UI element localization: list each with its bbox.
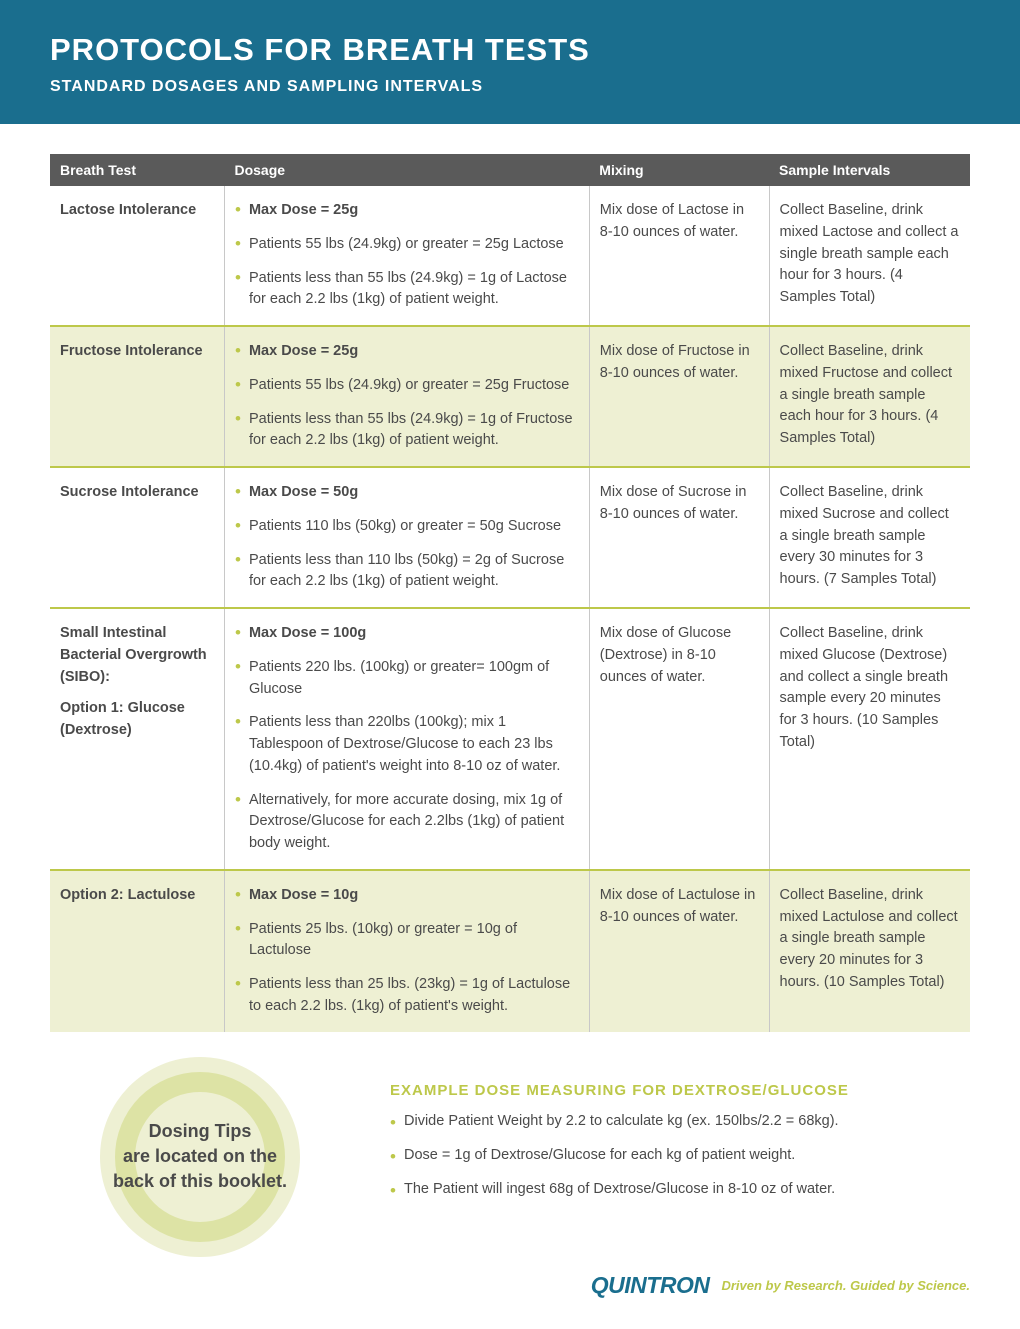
dosage-list: Max Dose = 100g Patients 220 lbs. (100kg)…: [235, 623, 579, 855]
cell-mixing: Mix dose of Lactose in 8-10 ounces of wa…: [589, 186, 769, 326]
col-breath-test: Breath Test: [50, 154, 224, 186]
cell-test-name: Sucrose Intolerance: [50, 467, 224, 608]
tips-line3: back of this booklet.: [113, 1171, 287, 1191]
dosage-list: Max Dose = 50g Patients 110 lbs (50kg) or…: [235, 482, 579, 593]
brand-name: QUINTRON: [591, 1272, 710, 1299]
col-mixing: Mixing: [589, 154, 769, 186]
cell-mixing: Mix dose of Fructose in 8-10 ounces of w…: [589, 326, 769, 467]
cell-test-name: Small Intestinal Bacterial Overgrowth (S…: [50, 608, 224, 870]
cell-intervals: Collect Baseline, drink mixed Glucose (D…: [769, 608, 970, 870]
example-item: Dose = 1g of Dextrose/Glucose for each k…: [390, 1145, 970, 1165]
dosage-item: Patients 25 lbs. (10kg) or greater = 10g…: [235, 919, 579, 963]
example-item: The Patient will ingest 68g of Dextrose/…: [390, 1179, 970, 1199]
cell-test-name: Option 2: Lactulose: [50, 870, 224, 1032]
page-subtitle: STANDARD DOSAGES AND SAMPLING INTERVALS: [50, 78, 970, 96]
cell-dosage: Max Dose = 50g Patients 110 lbs (50kg) or…: [224, 467, 589, 608]
example-heading: EXAMPLE DOSE MEASURING FOR DEXTROSE/GLUC…: [390, 1082, 970, 1099]
dosage-item: Patients less than 55 lbs (24.9kg) = 1g …: [235, 268, 579, 312]
cell-dosage: Max Dose = 100g Patients 220 lbs. (100kg)…: [224, 608, 589, 870]
cell-mixing: Mix dose of Sucrose in 8-10 ounces of wa…: [589, 467, 769, 608]
protocols-table: Breath Test Dosage Mixing Sample Interva…: [50, 154, 970, 1032]
brand-tagline: Driven by Research. Guided by Science.: [721, 1278, 970, 1293]
cell-test-name: Fructose Intolerance: [50, 326, 224, 467]
dosage-list: Max Dose = 25g Patients 55 lbs (24.9kg) o…: [235, 341, 579, 452]
dosage-item: Alternatively, for more accurate dosing,…: [235, 790, 579, 855]
table-row: Sucrose Intolerance Max Dose = 50g Patient…: [50, 467, 970, 608]
cell-dosage: Max Dose = 10g Patients 25 lbs. (10kg) or…: [224, 870, 589, 1032]
col-intervals: Sample Intervals: [769, 154, 970, 186]
page-title: PROTOCOLS FOR BREATH TESTS: [50, 32, 970, 68]
table-row: Lactose Intolerance Max Dose = 25g Patient…: [50, 186, 970, 326]
cell-intervals: Collect Baseline, drink mixed Lactulose …: [769, 870, 970, 1032]
table-row: Small Intestinal Bacterial Overgrowth (S…: [50, 608, 970, 870]
cell-intervals: Collect Baseline, drink mixed Sucrose an…: [769, 467, 970, 608]
bottom-section: Dosing Tips are located on the back of t…: [0, 1052, 1020, 1252]
dosage-item: Patients less than 55 lbs (24.9kg) = 1g …: [235, 409, 579, 453]
table-row: Fructose Intolerance Max Dose = 25g Patien…: [50, 326, 970, 467]
dosage-item: Max Dose = 50g: [235, 482, 579, 504]
dosage-item: Patients less than 110 lbs (50kg) = 2g o…: [235, 550, 579, 594]
table-row: Option 2: Lactulose Max Dose = 10g Patient…: [50, 870, 970, 1032]
col-dosage: Dosage: [224, 154, 589, 186]
dosage-item: Patients 220 lbs. (100kg) or greater= 10…: [235, 657, 579, 701]
example-section: EXAMPLE DOSE MEASURING FOR DEXTROSE/GLUC…: [390, 1082, 970, 1214]
content-area: Breath Test Dosage Mixing Sample Interva…: [0, 124, 1020, 1052]
test-sub-label: Option 1: Glucose (Dextrose): [60, 698, 214, 742]
dosage-item: Max Dose = 25g: [235, 341, 579, 363]
cell-test-name: Lactose Intolerance: [50, 186, 224, 326]
dosage-item: Max Dose = 25g: [235, 200, 579, 222]
table-header-row: Breath Test Dosage Mixing Sample Interva…: [50, 154, 970, 186]
tips-line2: are located on the: [123, 1146, 277, 1166]
dosing-tips-badge: Dosing Tips are located on the back of t…: [50, 1082, 350, 1232]
brand-logo: QUINTRON Driven by Research. Guided by S…: [591, 1272, 970, 1299]
example-item: Divide Patient Weight by 2.2 to calculat…: [390, 1111, 970, 1131]
dosage-item: Max Dose = 100g: [235, 623, 579, 645]
cell-intervals: Collect Baseline, drink mixed Fructose a…: [769, 326, 970, 467]
cell-mixing: Mix dose of Lactulose in 8-10 ounces of …: [589, 870, 769, 1032]
cell-dosage: Max Dose = 25g Patients 55 lbs (24.9kg) o…: [224, 186, 589, 326]
example-list: Divide Patient Weight by 2.2 to calculat…: [390, 1111, 970, 1200]
cell-dosage: Max Dose = 25g Patients 55 lbs (24.9kg) o…: [224, 326, 589, 467]
dosage-item: Patients 110 lbs (50kg) or greater = 50g…: [235, 516, 579, 538]
tips-line1: Dosing Tips: [149, 1121, 252, 1141]
tips-text: Dosing Tips are located on the back of t…: [113, 1119, 287, 1195]
cell-intervals: Collect Baseline, drink mixed Lactose an…: [769, 186, 970, 326]
dosage-item: Patients less than 25 lbs. (23kg) = 1g o…: [235, 974, 579, 1018]
header-banner: PROTOCOLS FOR BREATH TESTS STANDARD DOSA…: [0, 0, 1020, 124]
dosage-item: Patients 55 lbs (24.9kg) or greater = 25…: [235, 234, 579, 256]
dosage-list: Max Dose = 10g Patients 25 lbs. (10kg) or…: [235, 885, 579, 1018]
dosage-item: Max Dose = 10g: [235, 885, 579, 907]
dosage-item: Patients 55 lbs (24.9kg) or greater = 25…: [235, 375, 579, 397]
dosage-list: Max Dose = 25g Patients 55 lbs (24.9kg) o…: [235, 200, 579, 311]
cell-mixing: Mix dose of Glucose (Dextrose) in 8-10 o…: [589, 608, 769, 870]
footer: QUINTRON Driven by Research. Guided by S…: [0, 1252, 1020, 1329]
dosage-item: Patients less than 220lbs (100kg); mix 1…: [235, 712, 579, 777]
